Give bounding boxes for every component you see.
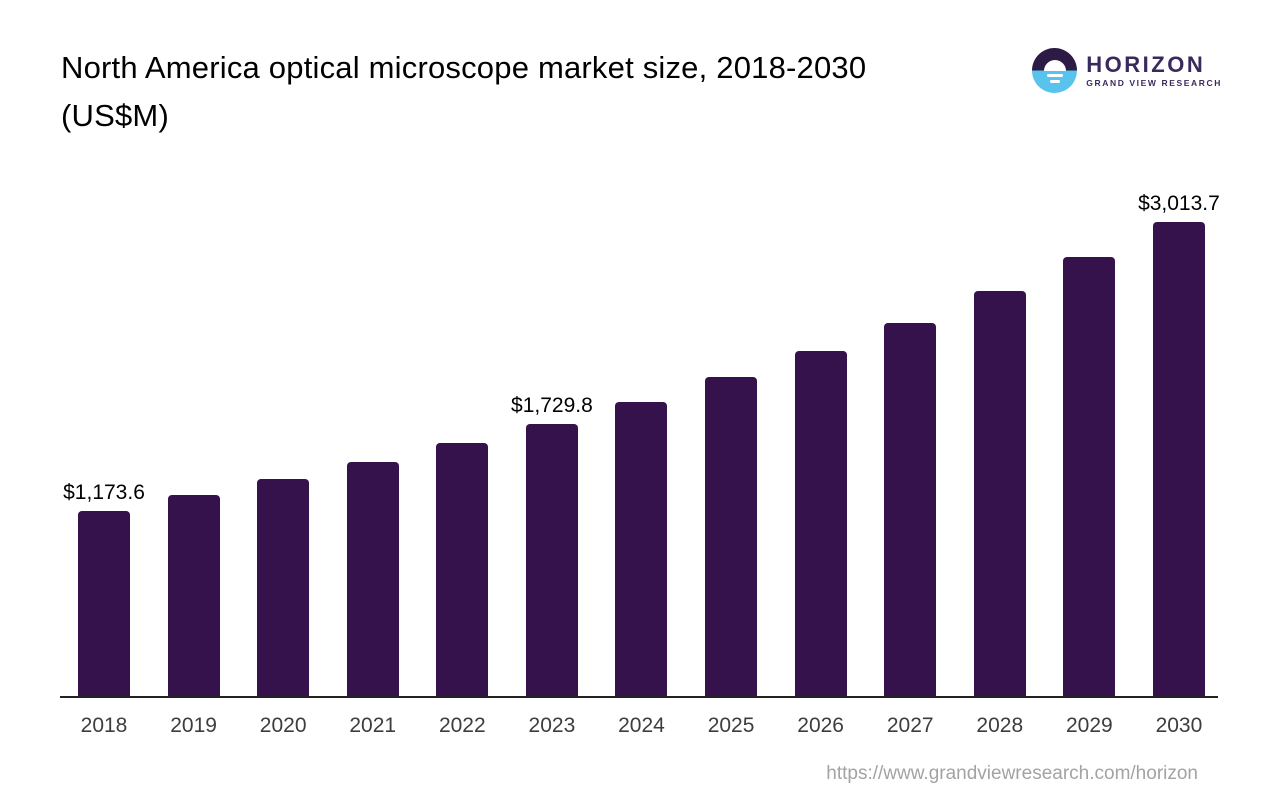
bar-value-label-2030: $3,013.7 xyxy=(1138,192,1220,215)
x-tick-2024: 2024 xyxy=(618,714,665,737)
source-url: https://www.grandviewresearch.com/horizo… xyxy=(826,763,1198,784)
x-tick-2025: 2025 xyxy=(707,714,755,737)
bar-2018: $1,173.6 xyxy=(63,481,145,696)
bar-2021 xyxy=(346,462,399,696)
logo-brand-name: HORIZON xyxy=(1086,51,1206,77)
horizon-logo: HORIZON GRAND VIEW RESEARCH xyxy=(1032,48,1222,93)
chart-title-line1: North America optical microscope market … xyxy=(61,50,867,85)
bar-2024 xyxy=(615,401,668,696)
water-line-icon xyxy=(1046,74,1063,78)
bar-2020 xyxy=(257,479,310,696)
x-tick-2020: 2020 xyxy=(259,714,307,737)
x-tick-2018: 2018 xyxy=(80,714,128,737)
water-line-icon xyxy=(1049,79,1060,83)
x-tick-2022: 2022 xyxy=(438,714,486,737)
bar-2029 xyxy=(1063,256,1116,696)
x-tick-2030: 2030 xyxy=(1155,714,1203,737)
bar-chart-plot-area: $1,173.6 $1,729.8 $3,013.7 xyxy=(60,178,1220,698)
horizon-sun-over-water-icon xyxy=(1032,48,1078,93)
x-tick-2026: 2026 xyxy=(797,714,844,737)
bar-value-label-2023: $1,729.8 xyxy=(511,393,593,417)
logo-company-name: GRAND VIEW RESEARCH xyxy=(1086,77,1222,88)
x-tick-2027: 2027 xyxy=(886,714,934,737)
bar-2023: $1,729.8 xyxy=(511,394,593,696)
chart-title: North America optical microscope market … xyxy=(61,44,866,140)
bar-2027 xyxy=(884,322,937,696)
x-tick-2028: 2028 xyxy=(976,714,1024,737)
bar-2019 xyxy=(167,495,220,696)
bar-2030: $3,013.7 xyxy=(1138,192,1220,696)
chart-title-line2: (US$M) xyxy=(61,98,169,133)
bar-value-label-2018: $1,173.6 xyxy=(63,481,145,505)
bar-2025 xyxy=(705,376,758,696)
sun-icon xyxy=(1043,60,1066,72)
x-tick-2021: 2021 xyxy=(349,714,397,737)
bar-2022 xyxy=(436,443,489,696)
x-tick-2029: 2029 xyxy=(1066,714,1113,737)
x-tick-2019: 2019 xyxy=(170,714,217,737)
logo-text: HORIZON GRAND VIEW RESEARCH xyxy=(1086,51,1222,88)
x-axis: 2018 2019 2020 2021 2022 2023 2024 2025 2026 2027… xyxy=(60,714,1218,738)
bar-2026 xyxy=(794,350,847,696)
x-tick-2023: 2023 xyxy=(528,714,576,737)
bar-2028 xyxy=(973,290,1026,696)
